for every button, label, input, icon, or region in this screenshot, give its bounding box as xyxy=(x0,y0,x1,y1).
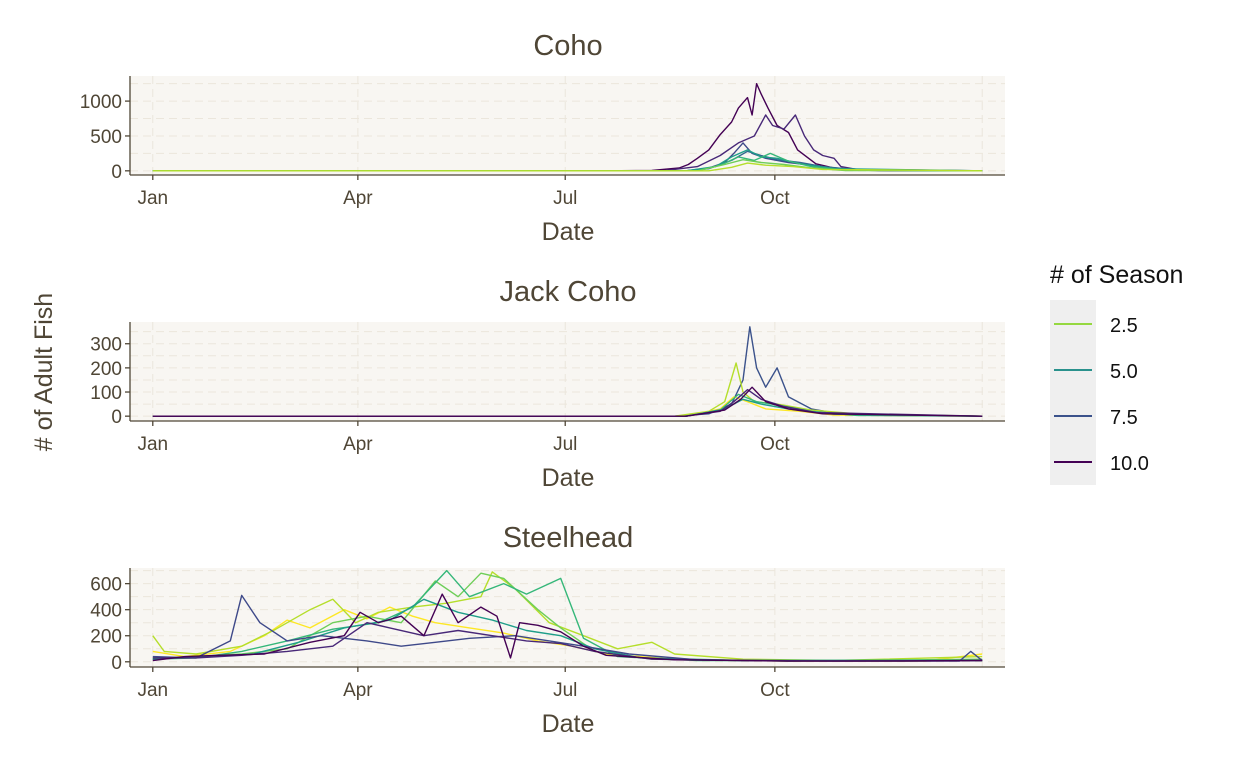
y-tick-label: 200 xyxy=(90,359,122,380)
x-tick-label: Jul xyxy=(553,434,577,455)
panel-jack-coho: Jack Coho Date 0 100 200 300 Jan Apr Jul Oct xyxy=(90,276,1005,492)
legend-item: 5.0 xyxy=(1054,361,1138,383)
x-tick-label: Apr xyxy=(343,680,373,701)
y-tick-label: 300 xyxy=(90,335,122,356)
x-tick-label: Oct xyxy=(760,434,790,455)
panel-steelhead: Steelhead Date 0 200 400 600 Jan Apr Jul Oct xyxy=(90,522,1005,738)
legend-label: 2.5 xyxy=(1110,315,1138,337)
panel-title: Steelhead xyxy=(503,522,634,554)
x-tick-label: Jan xyxy=(137,680,168,701)
x-tick-label: Jan xyxy=(137,188,168,209)
x-tick-label: Oct xyxy=(760,680,790,701)
x-axis-title: Date xyxy=(542,710,595,738)
y-tick-label: 200 xyxy=(90,627,122,648)
x-axis-title: Date xyxy=(542,218,595,246)
y-tick-label: 1000 xyxy=(80,92,122,113)
legend-label: 7.5 xyxy=(1110,407,1138,429)
series-line xyxy=(152,569,983,662)
series-line xyxy=(152,593,983,662)
x-tick-label: Jul xyxy=(553,680,577,701)
legend-item: 7.5 xyxy=(1054,407,1138,429)
series-line xyxy=(152,326,983,417)
y-tick-label: 600 xyxy=(90,575,122,596)
panel-title: Coho xyxy=(533,30,602,62)
x-axis-title: Date xyxy=(542,464,595,492)
panel-coho: Coho Date 0 500 1000 Jan Apr Jul Oct xyxy=(80,30,1005,246)
legend-title: # of Season xyxy=(1050,261,1183,289)
y-tick-label: 500 xyxy=(90,127,122,148)
series-line xyxy=(152,362,983,417)
y-tick-label: 100 xyxy=(90,383,122,404)
series-line xyxy=(152,162,983,172)
panel-title: Jack Coho xyxy=(499,276,636,308)
legend-key-background xyxy=(1050,300,1096,485)
plot-background xyxy=(130,322,1005,421)
legend-label: 5.0 xyxy=(1110,361,1138,383)
series-line xyxy=(152,386,983,417)
y-tick-label: 0 xyxy=(111,653,122,674)
legend: # of Season 2.5 5.0 7.5 10.0 xyxy=(1050,261,1183,485)
x-tick-label: Jul xyxy=(553,188,577,209)
y-axis-title: # of Adult Fish xyxy=(30,293,58,451)
x-tick-label: Apr xyxy=(343,434,373,455)
series-line xyxy=(152,83,983,172)
x-tick-label: Jan xyxy=(137,434,168,455)
y-tick-label: 400 xyxy=(90,601,122,622)
legend-item: 10.0 xyxy=(1054,453,1149,475)
series-line xyxy=(152,114,983,172)
plot-background xyxy=(130,76,1005,175)
y-tick-label: 0 xyxy=(111,407,122,428)
x-tick-label: Oct xyxy=(760,188,790,209)
x-tick-label: Apr xyxy=(343,188,373,209)
legend-item: 2.5 xyxy=(1054,315,1138,337)
series-line xyxy=(152,149,983,172)
legend-label: 10.0 xyxy=(1110,453,1149,475)
series-line xyxy=(152,571,983,662)
y-tick-label: 0 xyxy=(111,162,122,183)
